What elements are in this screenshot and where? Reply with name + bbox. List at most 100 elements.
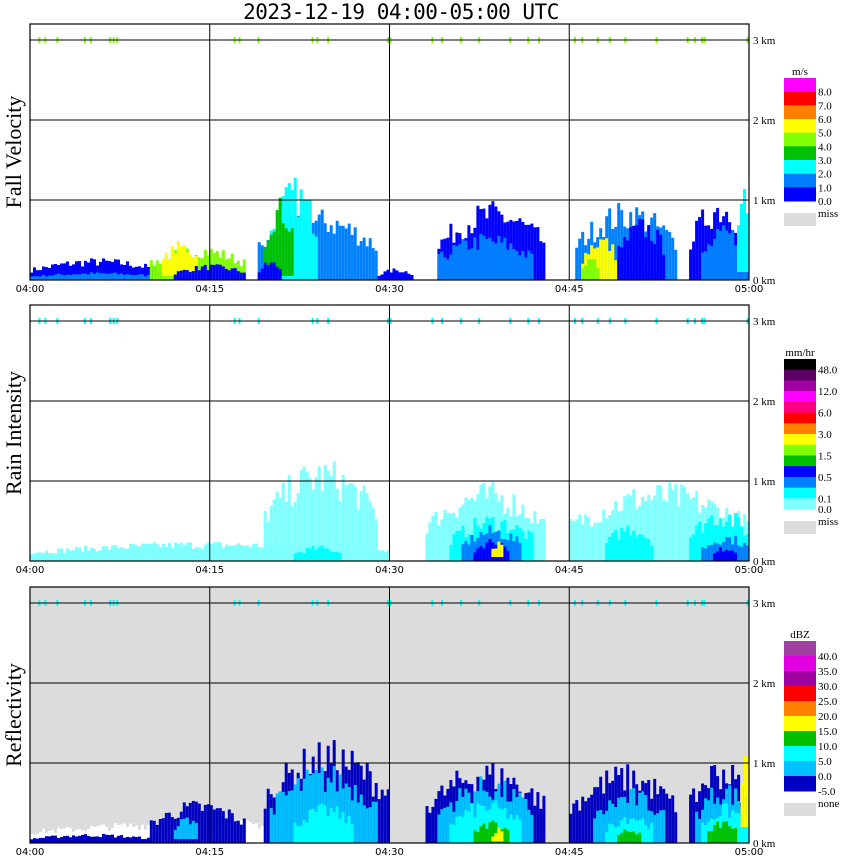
data-cell: [494, 800, 498, 843]
data-cell: [512, 249, 516, 280]
data-cell: [614, 226, 618, 280]
data-region: [293, 545, 342, 561]
data-cell: [209, 248, 213, 280]
data-cell: [135, 266, 138, 280]
data-region: [161, 241, 198, 276]
data-cell: [182, 818, 186, 839]
data-cell: [611, 803, 615, 843]
data-cell: [713, 553, 716, 561]
data-cell: [222, 547, 225, 561]
data-cell: [443, 509, 447, 561]
data-cell: [353, 486, 357, 561]
data-cell: [686, 493, 690, 561]
data-cell: [117, 274, 120, 280]
data-cell: [395, 270, 399, 280]
data-cell: [105, 273, 108, 280]
data-cell: [179, 246, 183, 276]
data-cell: [48, 552, 51, 561]
data-cell: [233, 821, 237, 843]
data-cell: [662, 810, 666, 843]
data-cell: [539, 808, 543, 843]
data-cell: [60, 274, 63, 280]
data-cell: [746, 818, 750, 843]
data-cell: [261, 826, 264, 843]
data-cell: [728, 233, 732, 280]
data-cell: [611, 244, 615, 280]
data-cell: [383, 271, 387, 280]
data-cell: [731, 550, 734, 561]
data-cell: [197, 257, 201, 280]
data-cell: [512, 789, 516, 843]
data-cell: [120, 824, 123, 843]
data-cell: [188, 254, 192, 276]
data-cell: [653, 778, 657, 843]
data-cell: [344, 823, 348, 843]
data-cell: [500, 831, 504, 842]
data-cell: [281, 791, 285, 843]
data-region: [491, 827, 504, 842]
data-cell: [449, 545, 453, 561]
data-cell: [185, 270, 189, 280]
data-cell: [278, 197, 282, 276]
data-cell: [500, 809, 504, 843]
data-cell: [320, 803, 324, 843]
data-cell: [191, 820, 195, 839]
data-cell: [227, 270, 231, 280]
data-cell: [461, 544, 465, 561]
data-cell: [152, 265, 156, 280]
data-cell: [311, 489, 315, 561]
data-cell: [521, 251, 525, 280]
chart-title: 2023-12-19 04:00-05:00 UTC: [243, 0, 559, 24]
data-cell: [722, 225, 726, 280]
data-cell: [512, 819, 516, 843]
data-cell: [60, 829, 63, 843]
y-axis-title: Reflectivity: [1, 663, 26, 767]
data-cell: [296, 778, 300, 843]
data-cell: [731, 230, 735, 280]
data-cell: [185, 252, 189, 276]
data-cell: [491, 241, 495, 280]
data-cell: [242, 818, 246, 843]
data-cell: [36, 833, 39, 843]
data-cell: [689, 794, 693, 843]
legend-swatch: [784, 476, 816, 489]
data-cell: [135, 545, 138, 561]
y-tick-label: 3 km: [753, 316, 776, 328]
data-cell: [90, 272, 93, 280]
data-cell: [368, 771, 372, 843]
data-cell: [605, 770, 609, 843]
data-cell: [581, 268, 585, 280]
data-cell: [197, 270, 201, 280]
data-cell: [638, 505, 642, 561]
data-cell: [470, 535, 474, 561]
data-cell: [161, 818, 165, 843]
data-cell: [533, 805, 537, 843]
data-cell: [249, 822, 252, 843]
data-cell: [722, 551, 725, 561]
data-cell: [180, 542, 183, 561]
data-cell: [497, 808, 501, 843]
data-cell: [305, 769, 309, 843]
data-cell: [308, 775, 312, 843]
data-cell: [242, 259, 246, 280]
data-cell: [293, 784, 297, 843]
data-cell: [33, 267, 36, 280]
data-cell: [132, 543, 135, 561]
data-cell: [632, 831, 636, 843]
data-cell: [305, 199, 309, 280]
data-cell: [350, 824, 354, 843]
y-tick-label: 2 km: [753, 678, 776, 690]
data-cell: [275, 491, 279, 561]
data-cell: [266, 788, 270, 843]
data-cell: [305, 547, 309, 561]
data-cell: [710, 787, 714, 843]
data-cell: [87, 262, 90, 280]
data-cell: [509, 533, 513, 561]
data-cell: [36, 838, 39, 843]
data-cell: [542, 518, 546, 561]
data-cell: [57, 548, 60, 561]
data-cell: [63, 828, 66, 843]
rain-intensity-panel: 0 km 1 km 2 km 3 km 04:00 04:15 04:30 04:45 05:0…: [1, 304, 838, 576]
data-cell: [368, 807, 372, 843]
data-cell: [356, 245, 360, 280]
